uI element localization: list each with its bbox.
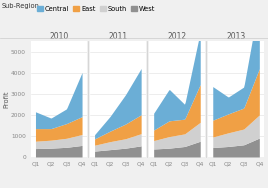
Title: 2010: 2010: [49, 32, 68, 41]
Legend: Central, East, South, West: Central, East, South, West: [34, 3, 158, 15]
Text: Profit: Profit: [4, 90, 10, 108]
Text: Sub-Region: Sub-Region: [1, 3, 39, 9]
Title: 2013: 2013: [226, 32, 246, 41]
Title: 2012: 2012: [168, 32, 187, 41]
Title: 2011: 2011: [108, 32, 127, 41]
